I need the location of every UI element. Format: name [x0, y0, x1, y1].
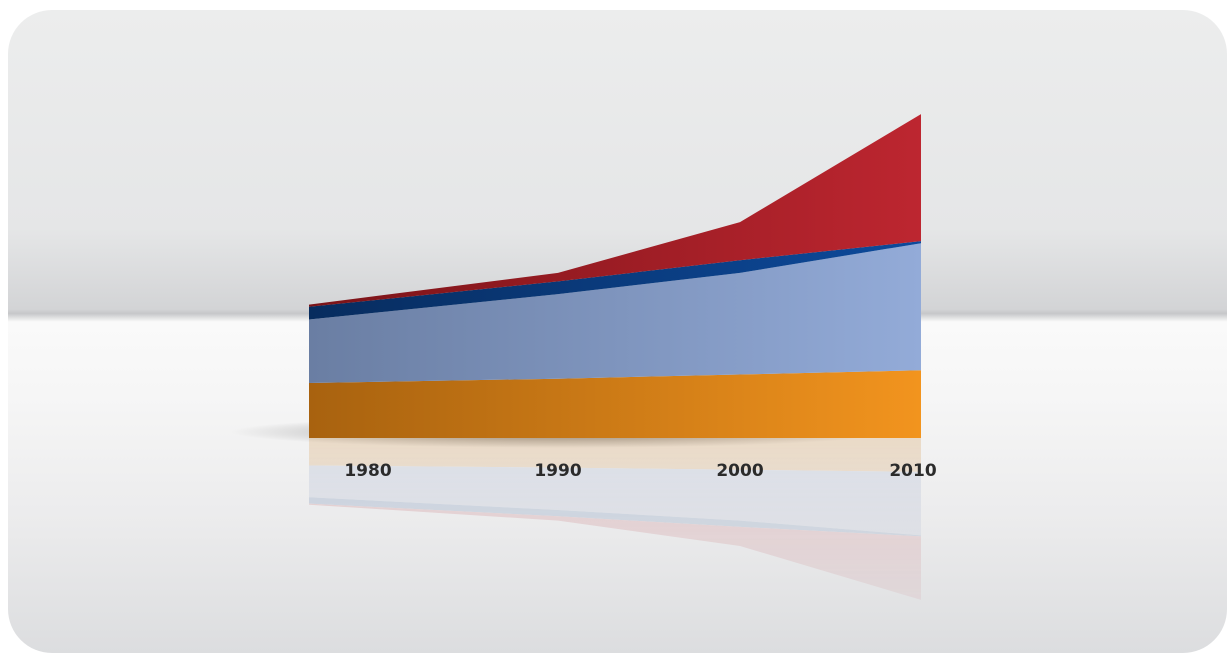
area-series-1-reflection — [309, 438, 921, 472]
area-series-2 — [309, 243, 921, 383]
x-tick-label: 1980 — [344, 461, 391, 481]
area-series-4-reflection — [309, 503, 921, 600]
area-series-group — [309, 114, 921, 438]
x-tick-label: 1990 — [534, 461, 581, 481]
area-series-3-reflection — [309, 497, 921, 537]
x-axis-tick-labels: 1980 1990 2000 2010 — [344, 461, 936, 481]
area-series-1 — [309, 370, 921, 438]
area-series-4 — [309, 114, 921, 307]
chart-reflection — [309, 438, 921, 600]
area-series-3 — [309, 241, 921, 320]
x-tick-label: 2010 — [889, 461, 936, 481]
x-tick-label: 2000 — [716, 461, 763, 481]
area-series-2-reflection — [309, 465, 921, 536]
